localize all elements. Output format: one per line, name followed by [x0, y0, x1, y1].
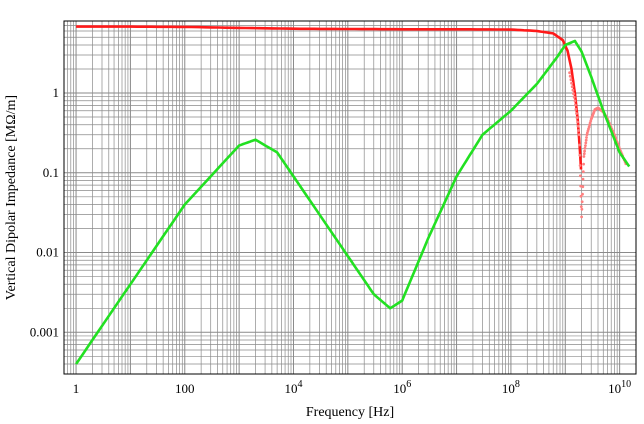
grid-layer [63, 21, 636, 375]
y-tick-label: 0.1 [43, 165, 59, 180]
x-tick-label: 104 [284, 379, 302, 396]
series-1-point [574, 107, 578, 111]
series-1-point [578, 164, 582, 167]
series-1-point [570, 85, 574, 89]
series-1-point [573, 99, 577, 103]
series-1-point [581, 177, 585, 181]
y-tick-label: 0.01 [36, 245, 59, 260]
series-1-point [572, 95, 576, 99]
series-1-point [582, 152, 586, 156]
series-1-point [580, 215, 583, 219]
x-axis-title: Frequency [Hz] [306, 405, 394, 420]
series-1-point [581, 185, 585, 189]
series-1-point [578, 143, 581, 147]
series-1-point [572, 92, 575, 96]
series-1-point [584, 141, 588, 145]
x-tick-exponent: 10 [621, 379, 631, 390]
x-tick-exponent: 4 [297, 379, 302, 390]
series-2-line [75, 39, 631, 365]
series-1-point [578, 153, 582, 157]
series-1-point [579, 205, 583, 209]
x-tick-label: 1010 [608, 379, 631, 396]
series-1-point [579, 174, 582, 178]
x-tick-label: 1 [73, 381, 80, 396]
series-1-point [583, 149, 586, 153]
series-1-point [569, 78, 573, 82]
series-1-point [575, 116, 579, 120]
series-1-point [581, 170, 585, 174]
series-1-point [568, 71, 571, 75]
series-1-point [571, 88, 575, 92]
series-1-point [583, 146, 587, 150]
y-axis-title: Vertical Dipolar Impedance [MΩ/m] [4, 95, 19, 300]
series-1-point [585, 136, 588, 139]
series-1-point [570, 81, 573, 85]
series-1-point [584, 138, 588, 142]
x-tick-label: 106 [393, 379, 411, 396]
y-tick-label: 1 [53, 85, 60, 100]
series-1-point [579, 184, 583, 188]
series-1-point [582, 155, 586, 158]
y-tick-label: 0.001 [30, 324, 59, 339]
series-1-point [568, 74, 572, 78]
plot-frame [63, 20, 637, 375]
series-1-point [576, 120, 579, 124]
series-1-point [580, 207, 584, 211]
series-1-point [579, 194, 583, 198]
series-1-point [577, 133, 581, 137]
x-tick-exponent: 8 [515, 379, 520, 390]
series-1-point [575, 112, 578, 115]
series-1-point [582, 162, 585, 166]
series-1-point [580, 200, 584, 204]
series-1-point [574, 103, 577, 107]
series-1-point [576, 124, 580, 128]
series-layer [75, 25, 631, 365]
x-tick-label: 108 [502, 379, 520, 396]
x-tick-exponent: 6 [406, 379, 411, 390]
x-tick-label: 100 [175, 381, 195, 396]
series-1-point [577, 129, 580, 132]
series-1-point [584, 144, 587, 148]
series-0-line [76, 25, 583, 170]
series-1-point [581, 192, 584, 196]
